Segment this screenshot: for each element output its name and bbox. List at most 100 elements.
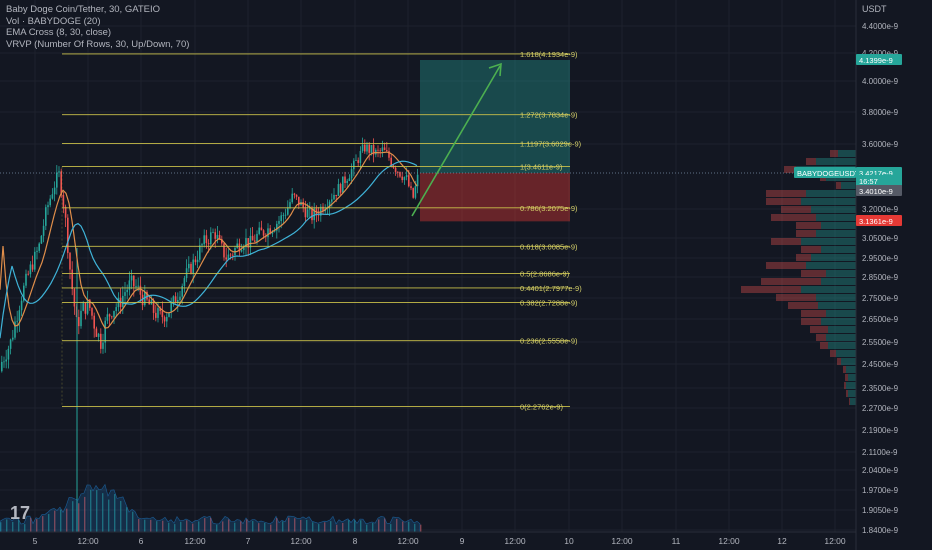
time-tick-label: 12:00 xyxy=(718,536,740,546)
vrvp-down-bar xyxy=(810,326,828,333)
ema-slow-line xyxy=(0,160,418,339)
candle-body xyxy=(368,144,370,153)
volume-bar xyxy=(78,503,80,532)
fib-level-label: 0.618(3.0085e-9) xyxy=(520,242,578,251)
candle-body xyxy=(82,302,84,311)
candle-body xyxy=(408,175,410,187)
candle-body xyxy=(126,289,128,293)
volume-bar xyxy=(102,493,104,532)
volume-ma-area xyxy=(0,483,421,533)
volume-profile xyxy=(741,150,856,405)
time-tick-label: 12:00 xyxy=(290,536,312,546)
candle-body xyxy=(306,209,309,218)
price-tag-last: 3.4217e-9 xyxy=(859,169,893,178)
fib-level-label: 1.618(4.1934e-9) xyxy=(520,50,578,59)
vrvp-down-bar xyxy=(830,350,836,357)
candle-body xyxy=(115,307,117,311)
candle-body xyxy=(331,199,333,202)
volume-bar xyxy=(42,516,44,532)
vrvp-down-bar xyxy=(784,166,796,173)
vrvp-up-bar xyxy=(801,198,856,205)
fib-level-label: 1(3.4611e-9) xyxy=(520,163,563,172)
fib-level-label: 0.382(2.7288e-9) xyxy=(520,298,578,307)
fib-level-label: 0.786(3.2075e-9) xyxy=(520,204,578,213)
volume-bar xyxy=(228,519,230,532)
volume-bar xyxy=(372,522,374,532)
volume-bar xyxy=(144,519,146,532)
candle-body xyxy=(267,228,269,238)
candle-body xyxy=(249,235,252,248)
candle-body xyxy=(311,208,313,221)
stop-zone xyxy=(420,172,570,222)
vrvp-down-bar xyxy=(796,230,816,237)
candle-body xyxy=(273,230,276,232)
vrvp-down-bar xyxy=(843,366,846,373)
volume-bar xyxy=(186,520,188,532)
candle-body xyxy=(282,215,285,216)
vrvp-down-bar xyxy=(771,238,801,245)
volume-bar xyxy=(318,524,320,532)
vrvp-up-bar xyxy=(836,350,856,357)
price-tag-target-bg xyxy=(856,54,902,65)
candle-body xyxy=(353,160,355,170)
candle-body xyxy=(192,259,194,274)
candle-body xyxy=(139,285,142,295)
candle-body xyxy=(9,339,12,349)
candle-body xyxy=(256,233,258,242)
candle-body xyxy=(205,235,208,244)
candle-body xyxy=(320,206,322,216)
candle-body xyxy=(56,172,58,188)
legend-symbol[interactable]: Baby Doge Coin/Tether, 30, GATEIO xyxy=(6,4,161,15)
price-tick-label: 2.4500e-9 xyxy=(862,360,899,369)
candle-body xyxy=(78,317,80,327)
candle-body xyxy=(210,232,212,245)
vrvp-up-bar xyxy=(828,342,856,349)
candle-body xyxy=(232,254,234,256)
volume-bar xyxy=(84,496,86,532)
vrvp-down-bar xyxy=(796,254,811,261)
vrvp-up-bar xyxy=(801,286,856,293)
volume-bar xyxy=(420,524,422,532)
candle-body xyxy=(51,194,54,199)
candle-body xyxy=(100,333,102,349)
candle-body xyxy=(130,275,133,281)
candle-body xyxy=(229,254,232,256)
candle-body xyxy=(388,151,390,158)
candle-body xyxy=(298,196,300,206)
candle-body xyxy=(313,208,315,221)
candle-body xyxy=(3,361,5,363)
time-tick-label: 12:00 xyxy=(611,536,633,546)
legend-vrvp[interactable]: VRVP (Number Of Rows, 30, Up/Down, 70) xyxy=(6,38,190,50)
volume-bar xyxy=(48,514,50,532)
legend-ema[interactable]: EMA Cross (8, 30, close) xyxy=(6,27,112,38)
candle-body xyxy=(293,193,296,195)
candle-body xyxy=(245,238,247,248)
candle-body xyxy=(58,171,60,173)
vrvp-up-bar xyxy=(846,382,856,389)
time-tick-label: 7 xyxy=(246,536,251,546)
volume-bar xyxy=(234,522,236,532)
candle-body xyxy=(172,296,175,303)
candle-body xyxy=(225,257,227,260)
candle-body xyxy=(49,198,51,206)
vrvp-up-bar xyxy=(816,214,856,221)
ema-fast-line xyxy=(0,151,418,329)
candle-body xyxy=(377,149,379,151)
candle-body xyxy=(71,269,73,290)
candle-body xyxy=(271,231,274,234)
price-tick-label: 2.3500e-9 xyxy=(862,384,899,393)
candle-body xyxy=(95,328,98,337)
volume-bar xyxy=(330,521,332,532)
volume-bar xyxy=(120,500,122,532)
vrvp-down-bar xyxy=(830,150,838,157)
volume-bar xyxy=(198,521,200,532)
volume-bar xyxy=(300,519,302,532)
volume-bar xyxy=(30,517,32,532)
candle-body xyxy=(399,172,401,177)
vrvp-up-bar xyxy=(848,390,856,397)
candle-body xyxy=(108,314,111,317)
candle-body xyxy=(348,178,351,181)
legend-volume[interactable]: Vol · BABYDOGE (20) xyxy=(6,15,101,27)
volume-bar xyxy=(288,517,290,532)
